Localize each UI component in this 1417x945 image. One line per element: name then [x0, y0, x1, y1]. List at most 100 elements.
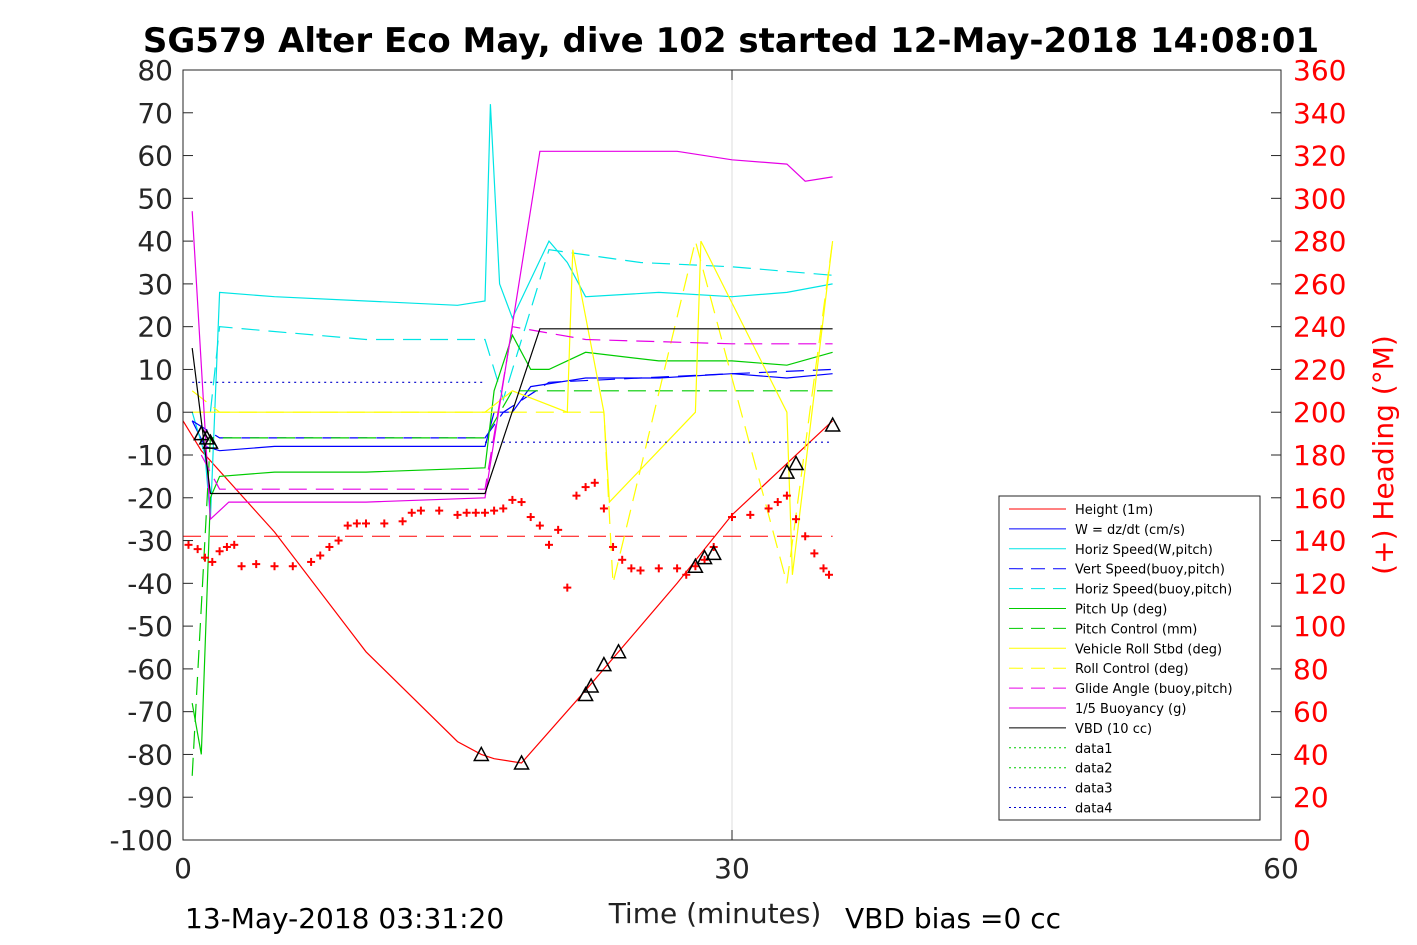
y-tick-label: -10	[127, 439, 173, 472]
heading-point	[184, 540, 193, 549]
y2-tick-label: 360	[1293, 54, 1346, 87]
heading-point	[599, 504, 608, 513]
y-tick-label: 60	[137, 140, 173, 173]
y2-tick-label: 200	[1293, 396, 1346, 429]
heading-point	[545, 540, 553, 549]
y-tick-label: -40	[127, 567, 173, 600]
heading-point	[208, 557, 217, 566]
heading-point	[810, 549, 819, 558]
series-line-3	[191, 368, 833, 439]
legend-label: Pitch Control (mm)	[1075, 622, 1197, 637]
axes: 0 30 6080706050403020100-10-20-30-40-50-60…	[109, 54, 1346, 885]
heading-point	[618, 555, 627, 564]
heading-point	[480, 508, 489, 517]
y-tick-label: 80	[137, 54, 173, 87]
footer-vbd-bias: VBD bias =0 cc	[845, 902, 1061, 935]
y2-tick-label: 160	[1293, 482, 1346, 515]
plot-area	[182, 104, 841, 776]
y2-tick-label: 80	[1293, 653, 1329, 686]
heading-point	[200, 553, 209, 562]
heading-point	[590, 478, 599, 487]
y-tick-label: -80	[127, 738, 173, 771]
y-tick-label: -30	[127, 525, 173, 558]
y2-tick-label: 100	[1293, 610, 1346, 643]
event-marker	[473, 745, 490, 762]
y2-tick-label: 0	[1293, 824, 1311, 857]
legend-label: Vehicle Roll Stbd (deg)	[1075, 642, 1222, 657]
y2-tick-label: 260	[1293, 268, 1346, 301]
legend-label: VBD (10 cc)	[1075, 722, 1152, 737]
y2-tick-label: 140	[1293, 525, 1346, 558]
event-marker	[513, 754, 530, 770]
legend-label: data2	[1075, 762, 1113, 777]
y2-tick-label: 300	[1293, 182, 1346, 215]
heading-point	[237, 562, 246, 571]
heading-point	[380, 519, 389, 528]
legend-entry: 1/5 Buoyancy (g)	[1009, 702, 1186, 717]
heading-point	[416, 506, 425, 515]
event-marker	[705, 544, 722, 561]
event-marker	[198, 429, 216, 445]
heading-point	[563, 583, 572, 592]
heading-point	[407, 508, 416, 517]
event-marker	[582, 677, 600, 693]
series-line-5	[191, 333, 833, 755]
heading-point	[609, 542, 618, 551]
event-marker	[577, 685, 594, 702]
y2-tick-label: 340	[1293, 97, 1346, 130]
heading-point	[673, 564, 682, 573]
heading-point	[362, 519, 370, 528]
y2-tick-label: 40	[1293, 738, 1329, 771]
legend-label: data1	[1075, 742, 1113, 757]
y2-axis-label: (+) Heading (°M)	[1367, 335, 1400, 575]
legend-entry: Pitch Up (deg)	[1009, 603, 1167, 618]
heading-point	[654, 564, 663, 573]
y2-tick-label: 240	[1293, 311, 1346, 344]
legend-entry: Horiz Speed(buoy,pitch)	[1009, 583, 1232, 598]
footer-timestamp: 13-May-2018 03:31:20	[185, 902, 504, 935]
legend-box	[998, 495, 1261, 821]
y-tick-label: 70	[137, 97, 173, 130]
heading-point	[343, 521, 352, 530]
heading-point	[270, 562, 279, 571]
legend-entry: Pitch Control (mm)	[1009, 622, 1197, 637]
legend-label: Vert Speed(buoy,pitch)	[1075, 563, 1225, 578]
legend-label: Glide Angle (buoy,pitch)	[1075, 682, 1233, 697]
legend-entry: Height (1m)	[1009, 503, 1153, 518]
y2-tick-label: 20	[1293, 781, 1329, 814]
heading-point	[792, 515, 801, 524]
heading-point	[252, 560, 261, 569]
series-line-8	[191, 240, 834, 584]
heading-point	[728, 513, 736, 522]
event-marker	[687, 557, 704, 573]
y2-tick-label: 220	[1293, 353, 1346, 386]
x-tick-label: 30	[714, 852, 750, 885]
heading-point	[435, 506, 444, 515]
y-tick-label: 20	[137, 311, 173, 344]
y2-tick-label: 280	[1293, 225, 1346, 258]
event-marker	[610, 643, 627, 659]
heading-point	[215, 547, 224, 556]
y-tick-label: -60	[127, 653, 173, 686]
y2-tick-label: 120	[1293, 567, 1346, 600]
heading-point	[627, 564, 636, 573]
heading-point	[572, 491, 581, 500]
heading-point	[352, 519, 361, 528]
heading-point	[307, 557, 316, 566]
series-line-2	[191, 104, 833, 520]
heading-point	[471, 508, 480, 517]
heading-point	[819, 564, 828, 573]
legend-label: Pitch Up (deg)	[1075, 603, 1167, 618]
y2-tick-label: 180	[1293, 439, 1346, 472]
y-tick-label: 30	[137, 268, 173, 301]
heading-point	[554, 525, 563, 534]
heading-point	[782, 491, 791, 500]
legend-entry: data4	[1009, 802, 1113, 817]
x-tick-label: 60	[1263, 852, 1299, 885]
y-tick-label: 0	[155, 396, 173, 429]
y-tick-label: 40	[137, 225, 173, 258]
series-line-10	[191, 150, 833, 521]
heading-point	[325, 542, 334, 551]
legend-label: Height (1m)	[1075, 503, 1153, 518]
